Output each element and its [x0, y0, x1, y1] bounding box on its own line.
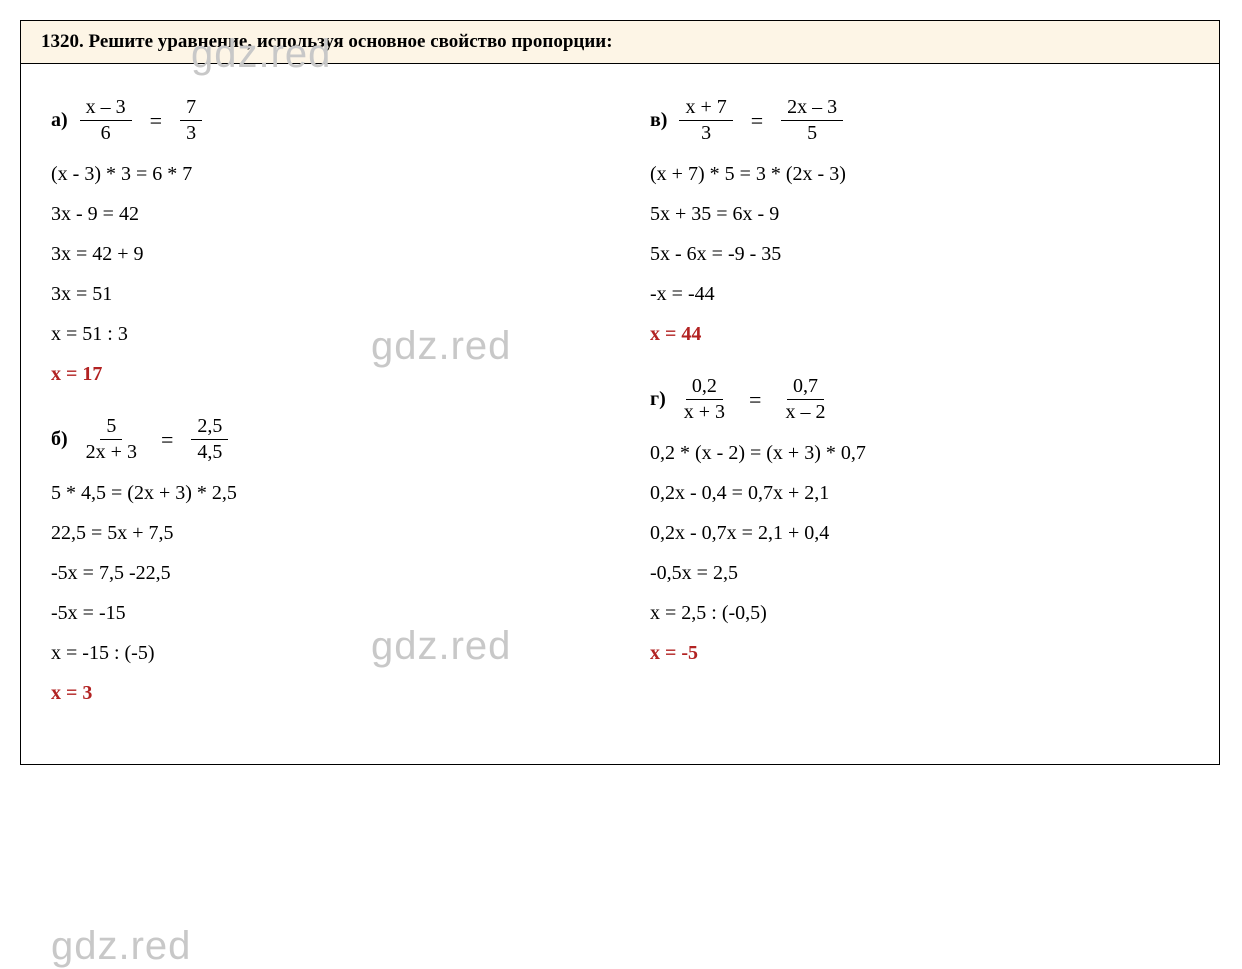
step-line: 0,2x - 0,4 = 0,7x + 2,1	[650, 480, 1189, 506]
frac-b-1: 5 2x + 3	[80, 415, 143, 464]
step-line: (x + 7) * 5 = 3 * (2x - 3)	[650, 161, 1189, 187]
problem-number: 1320.	[41, 31, 84, 52]
problem-header: 1320. Решите уравнение, используя основн…	[21, 21, 1219, 64]
step-line: x = 51 : 3	[51, 321, 600, 347]
step-line: 5 * 4,5 = (2x + 3) * 2,5	[51, 480, 600, 506]
frac-a-1: x – 3 6	[80, 96, 132, 145]
step-line: -0,5x = 2,5	[650, 560, 1189, 586]
label-a: а)	[51, 109, 68, 132]
watermark-4: gdz.red	[51, 924, 191, 969]
problem-g: г) 0,2 x + 3 = 0,7 x – 2 0,2 * (x - 2) =…	[650, 375, 1189, 666]
answer-b: x = 3	[51, 680, 600, 706]
problem-v-equation: в) x + 7 3 = 2x – 3 5	[650, 96, 1189, 145]
step-line: 22,5 = 5x + 7,5	[51, 520, 600, 546]
step-line: -5x = -15	[51, 600, 600, 626]
equals-icon: =	[745, 108, 769, 134]
step-line: 0,2 * (x - 2) = (x + 3) * 0,7	[650, 440, 1189, 466]
document-container: 1320. Решите уравнение, используя основн…	[20, 20, 1220, 765]
frac-b-2: 2,5 4,5	[191, 415, 228, 464]
step-line: 3x = 42 + 9	[51, 241, 600, 267]
equals-icon: =	[743, 387, 767, 413]
answer-g: x = -5	[650, 640, 1189, 666]
problem-b-equation: б) 5 2x + 3 = 2,5 4,5	[51, 415, 600, 464]
frac-g-1: 0,2 x + 3	[678, 375, 731, 424]
step-line: x = -15 : (-5)	[51, 640, 600, 666]
step-line: (x - 3) * 3 = 6 * 7	[51, 161, 600, 187]
answer-a: x = 17	[51, 361, 600, 387]
step-line: 5x - 6x = -9 - 35	[650, 241, 1189, 267]
step-line: 3x = 51	[51, 281, 600, 307]
frac-v-1: x + 7 3	[679, 96, 732, 145]
frac-a-2: 7 3	[180, 96, 202, 145]
problem-a-equation: а) x – 3 6 = 7 3	[51, 96, 600, 145]
document-body: gdz.red gdz.red gdz.red gdz.red а) x – 3…	[21, 64, 1219, 764]
label-v: в)	[650, 109, 667, 132]
label-g: г)	[650, 388, 666, 411]
problem-a: а) x – 3 6 = 7 3 (x - 3) * 3 = 6 * 7 3x …	[51, 96, 600, 387]
label-b: б)	[51, 428, 68, 451]
step-line: -x = -44	[650, 281, 1189, 307]
equals-icon: =	[144, 108, 168, 134]
answer-v: x = 44	[650, 321, 1189, 347]
step-line: x = 2,5 : (-0,5)	[650, 600, 1189, 626]
problem-v: в) x + 7 3 = 2x – 3 5 (x + 7) * 5 = 3 * …	[650, 96, 1189, 347]
step-line: 0,2x - 0,7x = 2,1 + 0,4	[650, 520, 1189, 546]
right-column: в) x + 7 3 = 2x – 3 5 (x + 7) * 5 = 3 * …	[620, 84, 1189, 734]
left-column: а) x – 3 6 = 7 3 (x - 3) * 3 = 6 * 7 3x …	[51, 84, 620, 734]
frac-g-2: 0,7 x – 2	[779, 375, 831, 424]
step-line: 3x - 9 = 42	[51, 201, 600, 227]
frac-v-2: 2x – 3 5	[781, 96, 843, 145]
problem-g-equation: г) 0,2 x + 3 = 0,7 x – 2	[650, 375, 1189, 424]
problem-text: Решите уравнение, используя основное сво…	[89, 31, 613, 52]
problem-b: б) 5 2x + 3 = 2,5 4,5 5 * 4,5 = (2x + 3)…	[51, 415, 600, 706]
step-line: -5x = 7,5 -22,5	[51, 560, 600, 586]
step-line: 5x + 35 = 6x - 9	[650, 201, 1189, 227]
equals-icon: =	[155, 427, 179, 453]
